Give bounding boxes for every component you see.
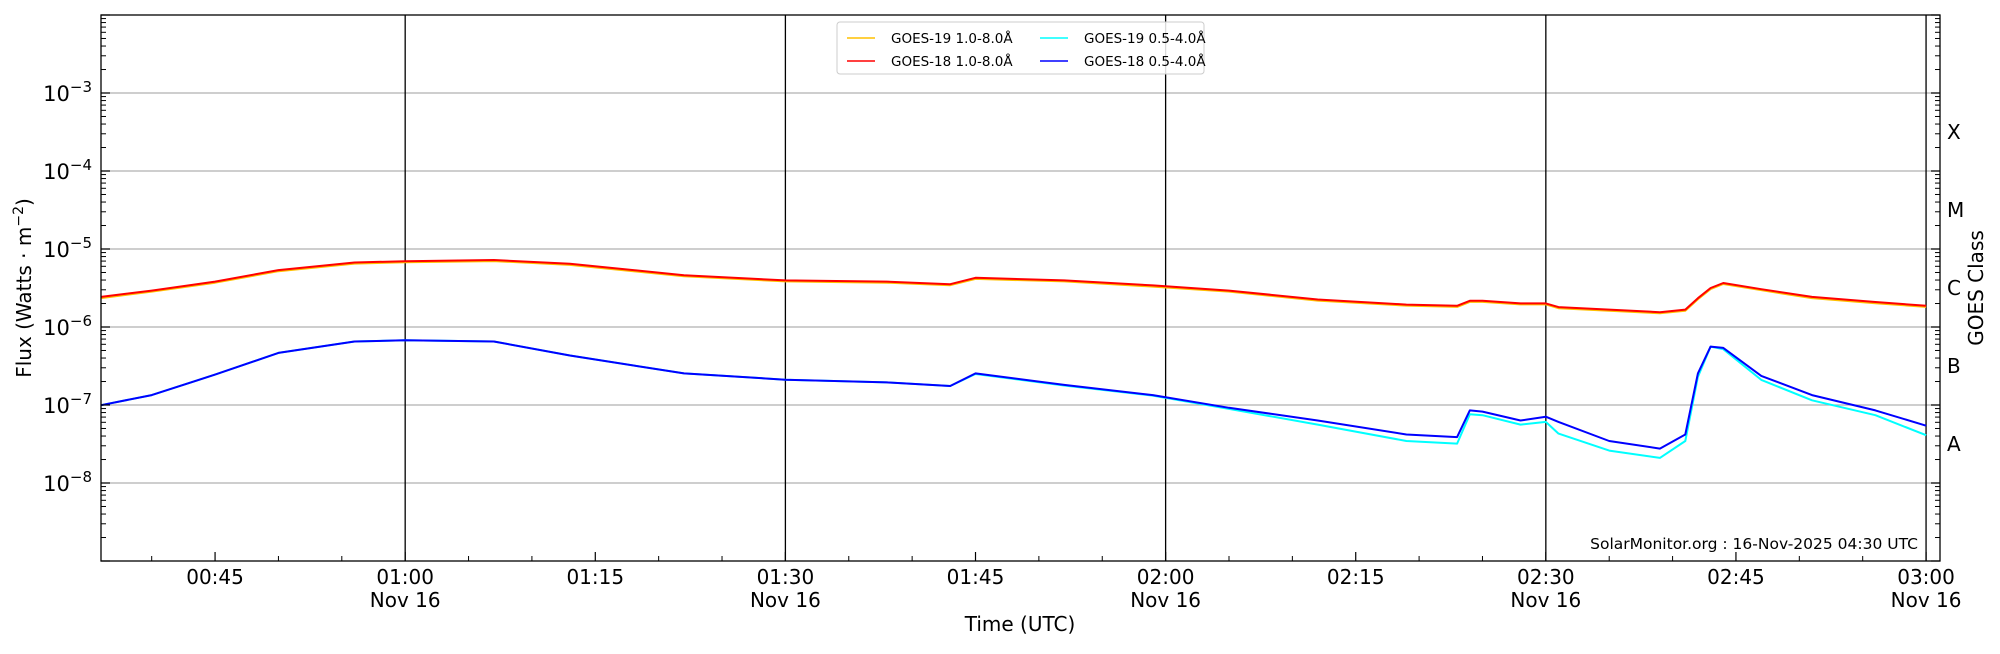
goes-class-label: M <box>1947 198 1964 222</box>
series-line <box>100 339 1927 459</box>
x-tick-label: 01:15 <box>566 565 624 589</box>
y-tick-label: 10−8 <box>43 468 92 496</box>
x-tick-label: 03:00 <box>1897 565 1955 589</box>
plot-frame <box>100 14 1941 562</box>
y-axis-label-close: ) <box>12 198 36 206</box>
series-line <box>100 260 1927 315</box>
y-tick-base: 10 <box>43 238 70 262</box>
grid <box>101 92 1940 484</box>
y-axis-label-text: Flux (Watts · m <box>12 227 36 378</box>
x-tick-label: 02:00 <box>1137 565 1195 589</box>
y-tick-label: 10−7 <box>43 390 92 418</box>
x-tick-date: Nov 16 <box>370 588 441 612</box>
goes-class-label: A <box>1947 432 1961 456</box>
y-tick-exponent: −4 <box>70 156 92 174</box>
goes-class-label: B <box>1947 354 1961 378</box>
x-tick-label: 00:45 <box>186 565 244 589</box>
annotation: SolarMonitor.org : 16-Nov-2025 04:30 UTC <box>1590 535 1918 553</box>
legend-label: GOES-18 1.0-8.0Å <box>891 53 1013 70</box>
y-tick-exponent: −5 <box>70 234 92 252</box>
y-tick-label: 10−3 <box>43 78 92 106</box>
y-tick-base: 10 <box>43 472 70 496</box>
y-tick-base: 10 <box>43 82 70 106</box>
x-tick-label: 01:45 <box>947 565 1005 589</box>
x-tick-label: 01:00 <box>376 565 434 589</box>
y-tick-label: 10−4 <box>43 156 92 184</box>
y-axis-label-sup: −2 <box>11 206 27 227</box>
x-tick-label: 02:15 <box>1327 565 1385 589</box>
series-line <box>100 259 1927 314</box>
y-tick-exponent: −3 <box>70 78 92 96</box>
goes-class-label: C <box>1947 276 1961 300</box>
series-line <box>100 339 1927 450</box>
legend-label: GOES-18 0.5-4.0Å <box>1084 53 1206 70</box>
x-tick-label: 02:30 <box>1517 565 1575 589</box>
y-tick-label: 10−6 <box>43 312 92 340</box>
x-tick-label: 01:30 <box>757 565 815 589</box>
x-tick-date: Nov 16 <box>1891 588 1962 612</box>
y-axis-label: Flux (Watts · m−2) <box>11 198 36 378</box>
x-tick-date: Nov 16 <box>1510 588 1581 612</box>
y-tick-exponent: −6 <box>70 312 92 330</box>
y-tick-exponent: −7 <box>70 390 92 408</box>
legend-label: GOES-19 0.5-4.0Å <box>1084 30 1206 47</box>
y-tick-base: 10 <box>43 394 70 418</box>
series-lines <box>100 259 1927 459</box>
x-axis-label: Time (UTC) <box>964 612 1076 636</box>
legend-label: GOES-19 1.0-8.0Å <box>891 30 1013 47</box>
y-tick-base: 10 <box>43 160 70 184</box>
x-tick-label: 02:45 <box>1707 565 1765 589</box>
legend-box <box>836 21 1205 75</box>
y-tick-base: 10 <box>43 316 70 340</box>
y2-axis-label: GOES Class <box>1964 230 1988 346</box>
y-tick-exponent: −8 <box>70 468 92 486</box>
x-tick-date: Nov 16 <box>1130 588 1201 612</box>
x-tick-date: Nov 16 <box>750 588 821 612</box>
legend: GOES-19 1.0-8.0Å GOES-18 1.0-8.0Å GOES-19 … <box>836 21 1206 75</box>
y-tick-label: 10−5 <box>43 234 92 262</box>
goes-class-label: X <box>1947 120 1961 144</box>
